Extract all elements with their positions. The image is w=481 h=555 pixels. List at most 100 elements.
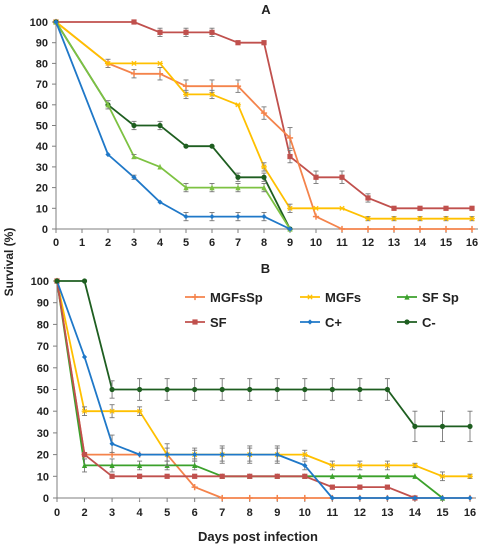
- data-point-a-mgfs-c: [391, 216, 397, 222]
- data-point-a-mgfs: [105, 60, 111, 66]
- series-line-a-sfsp: [55, 21, 291, 230]
- legend-label-mgfs: MGFs: [325, 290, 361, 305]
- legend-marker: [404, 319, 410, 325]
- data-point-b-cminus: [247, 386, 253, 393]
- series-line-b-cplus: [56, 280, 470, 499]
- data-point-b-sf: [329, 484, 335, 490]
- data-point-a-mgfs: [391, 216, 397, 222]
- x-tick-label-b: 6: [192, 507, 198, 519]
- x-axis-label-b: Days post infection: [198, 529, 318, 544]
- legend-label-sfsp: SF Sp: [422, 290, 459, 305]
- data-point-a-sfsp: [157, 163, 163, 170]
- series-a-sfsp: [53, 18, 293, 232]
- data-point-b-cplus: [81, 354, 88, 360]
- data-point-a-cplus: [157, 199, 163, 205]
- data-point-a-cminus: [235, 174, 241, 180]
- y-tick-label-a: 70: [36, 79, 48, 91]
- data-point-a-cminus: [261, 174, 267, 180]
- legend-marker: [404, 293, 410, 300]
- series-a-cminus: [53, 19, 293, 232]
- data-point-a-sf: [235, 40, 241, 46]
- y-tick-label-a: 20: [36, 183, 48, 195]
- data-point-a-mgfs: [339, 205, 345, 211]
- data-point-a-sf: [339, 174, 345, 180]
- x-tick-label-b: 0: [54, 507, 60, 519]
- panel-title-a: A: [261, 2, 271, 17]
- legend-item-cminus: C-: [397, 315, 436, 330]
- data-point-a-mgfs-c: [365, 216, 371, 222]
- legend-marker: [192, 319, 198, 325]
- data-point-b-mgfs: [384, 462, 391, 469]
- x-tick-label-b: 11: [327, 507, 339, 519]
- data-point-b-sf: [219, 473, 225, 479]
- legend-label-cminus: C-: [422, 315, 436, 330]
- data-point-b-mgfs: [467, 473, 473, 479]
- x-tick-label-b: 7: [219, 507, 225, 519]
- data-point-b-mgfs-c: [412, 462, 418, 469]
- legend-item-cplus: C+: [300, 315, 342, 330]
- data-point-b-cplus: [137, 452, 143, 458]
- x-tick-label-a: 9: [287, 237, 293, 249]
- series-a-mgfssp: [52, 18, 476, 233]
- x-tick-label-b: 3: [109, 507, 115, 519]
- data-point-b-sf: [137, 473, 143, 479]
- data-point-a-mgfs: [235, 102, 241, 108]
- data-point-a-mgfs-c: [209, 91, 215, 98]
- x-tick-label-a: 13: [388, 237, 400, 249]
- data-point-a-mgfs-c: [443, 216, 449, 222]
- legend-marker: [191, 293, 199, 301]
- x-tick-label-b: 9: [274, 507, 280, 519]
- data-point-b-cminus: [219, 386, 225, 393]
- data-point-a-mgfs-c: [105, 60, 111, 66]
- series-line-a-cplus: [55, 21, 291, 230]
- data-point-b-mgfs-c: [137, 408, 143, 414]
- data-point-b-mgfssp: [274, 494, 281, 502]
- data-point-b-cminus: [54, 278, 60, 284]
- data-point-b-mgfs: [412, 462, 418, 469]
- data-point-b-cplus: [384, 495, 390, 501]
- x-tick-label-a: 7: [235, 237, 241, 249]
- x-tick-label-b: 14: [409, 507, 422, 519]
- y-tick-label-a: 60: [36, 100, 48, 112]
- x-tick-label-a: 8: [261, 237, 267, 249]
- series-line-a-mgfs: [55, 21, 472, 220]
- data-point-b-mgfs: [439, 473, 446, 479]
- data-point-a-mgfssp: [312, 213, 320, 220]
- legend-label-mgfssp: MGFsSp: [210, 290, 263, 305]
- data-point-a-mgfssp: [130, 70, 138, 77]
- y-tick-label-b: 0: [43, 493, 49, 505]
- data-point-b-cminus: [192, 386, 198, 393]
- series-b-cminus: [54, 278, 473, 443]
- series-line-b-sf: [56, 280, 416, 499]
- data-point-a-sf: [365, 195, 371, 201]
- data-point-b-mgfssp: [246, 494, 253, 502]
- x-tick-label-b: 13: [381, 507, 393, 519]
- data-point-b-cplus: [219, 452, 225, 458]
- y-tick-label-b: 50: [37, 385, 49, 397]
- data-point-a-mgfssp: [234, 83, 242, 90]
- y-tick-label-b: 90: [37, 298, 49, 310]
- data-point-b-mgfs-c: [302, 452, 308, 458]
- x-tick-label-a: 3: [131, 237, 137, 249]
- data-point-b-sf: [384, 484, 390, 490]
- data-point-b-sfsp: [384, 473, 390, 479]
- x-tick-label-a: 4: [157, 237, 164, 249]
- data-point-b-sf: [164, 473, 170, 479]
- data-point-a-mgfssp: [182, 83, 190, 90]
- y-tick-label-b: 100: [31, 276, 49, 288]
- data-point-a-mgfs-c: [417, 216, 423, 222]
- data-point-a-mgfs-c: [183, 91, 189, 98]
- data-point-b-mgfs-c: [329, 462, 335, 469]
- series-line-a-cminus: [55, 21, 291, 230]
- data-point-b-cplus: [467, 495, 473, 501]
- x-tick-label-a: 16: [466, 237, 478, 249]
- x-tick-label-b: 5: [164, 507, 170, 519]
- legend-label-sf: SF: [210, 315, 227, 330]
- data-point-b-sf: [192, 473, 198, 479]
- data-point-a-cminus: [183, 143, 189, 149]
- data-point-b-cminus: [164, 386, 170, 393]
- data-point-a-mgfs-c: [469, 216, 475, 222]
- data-point-a-mgfssp: [364, 225, 372, 233]
- data-point-a-mgfssp: [156, 70, 164, 77]
- x-tick-label-a: 6: [209, 237, 215, 249]
